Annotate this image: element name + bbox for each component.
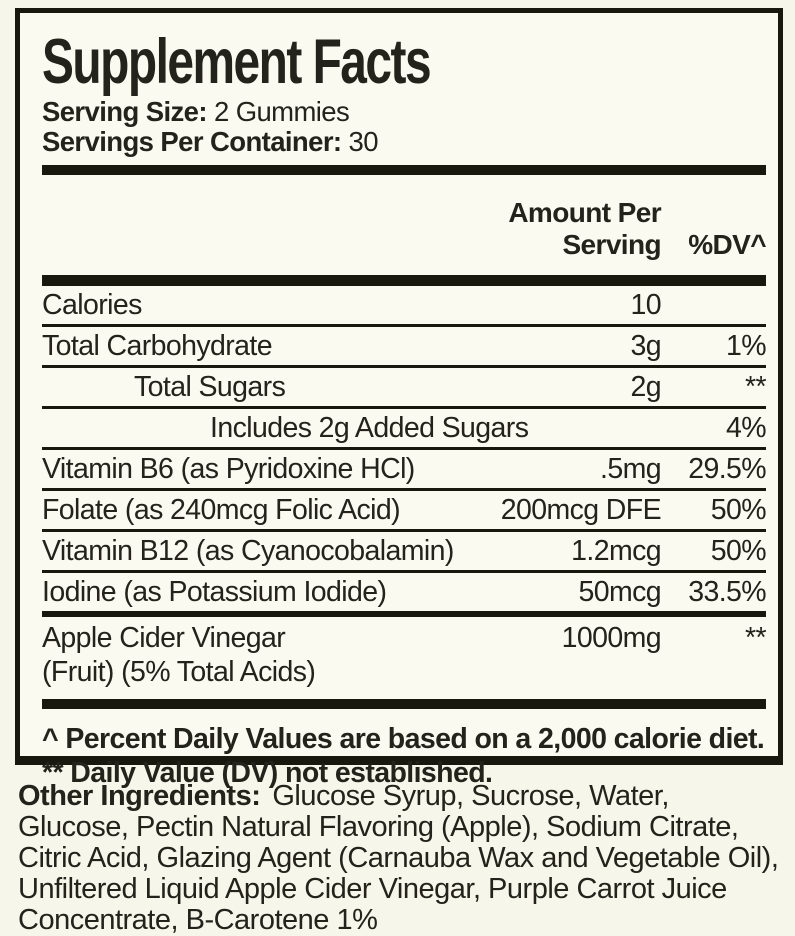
row-dv: 1% <box>726 329 767 362</box>
table-row-folate: Folate (as 240mcg Folic Acid) 200mcg DFE… <box>42 491 767 532</box>
table-row-calories: Calories 10 <box>42 286 766 327</box>
row-amount: 1.2mcg <box>571 534 661 567</box>
row-amount: .5mg <box>600 452 662 485</box>
servings-per-container-label: Servings Per Container: <box>42 125 342 157</box>
serving-size-label: Serving Size: <box>42 95 208 127</box>
servings-per-container-line: Servings Per Container: 30 <box>42 127 766 156</box>
row-dv: ** <box>745 621 767 654</box>
row-label: Iodine (as Potassium Iodide) <box>42 575 387 608</box>
row-amount: 10 <box>630 288 661 321</box>
servings-per-container-value: 30 <box>348 125 379 157</box>
table-row-vitamin-b6: Vitamin B6 (as Pyridoxine HCl) .5mg 29.5… <box>42 450 767 491</box>
footnotes: ^ Percent Daily Values are based on a 2,… <box>42 709 766 790</box>
table-row-total-carbohydrate: Total Carbohydrate 3g 1% <box>42 327 767 368</box>
row-label: Folate (as 240mcg Folic Acid) <box>42 493 401 526</box>
table-row-iodine: Iodine (as Potassium Iodide) 50mcg 33.5% <box>42 573 767 617</box>
other-ingredients-label: Other Ingredients: <box>18 780 261 812</box>
row-amount: 200mcg DFE <box>500 493 662 526</box>
header-dv: %DV^ <box>688 228 766 260</box>
row-label: Total Sugars <box>134 370 286 403</box>
row-dv: 29.5% <box>688 452 766 485</box>
header-amount-per-serving: Amount Per Serving <box>508 196 661 260</box>
divider-thick-top <box>42 164 766 175</box>
divider-thick-bottom <box>42 698 766 709</box>
row-dv: 4% <box>726 411 767 444</box>
other-ingredients-text: Glucose Syrup, Sucrose, Water, Glucose, … <box>18 780 779 936</box>
row-label: Calories <box>42 288 142 321</box>
row-amount: 50mcg <box>578 575 661 608</box>
divider-thick-header <box>42 274 766 286</box>
row-dv: ** <box>745 370 767 403</box>
table-row-vitamin-b12: Vitamin B12 (as Cyanocobalamin) 1.2mcg 5… <box>42 532 767 573</box>
row-dv: 50% <box>710 534 767 567</box>
row-label-line2: (Fruit) (5% Total Acids) <box>42 655 316 688</box>
row-label: Vitamin B12 (as Cyanocobalamin) <box>42 534 454 567</box>
footnote-dv-not-established: ** Daily Value (DV) not established. <box>42 756 493 789</box>
supplement-facts-panel: Supplement Facts Serving Size: 2 Gummies… <box>15 8 783 789</box>
table-row-total-sugars: Total Sugars 2g ** <box>42 368 767 409</box>
table-row-apple-cider-vinegar: Apple Cider Vinegar 1000mg ** (Fruit) (5… <box>42 617 767 699</box>
footnote-daily-values: ^ Percent Daily Values are based on a 2,… <box>42 722 765 755</box>
serving-size-value: 2 Gummies <box>213 95 350 127</box>
row-amount: 2g <box>630 370 661 403</box>
panel-title: Supplement Facts <box>42 27 432 97</box>
row-dv: 33.5% <box>688 575 766 608</box>
table-header: Amount Per Serving %DV^ <box>42 175 766 275</box>
row-amount: 3g <box>630 329 661 362</box>
row-amount: 1000mg <box>561 621 662 654</box>
row-dv: 50% <box>710 493 767 526</box>
row-label: Vitamin B6 (as Pyridoxine HCl) <box>42 452 415 485</box>
row-label: Total Carbohydrate <box>42 329 273 362</box>
serving-size-line: Serving Size: 2 Gummies <box>42 97 766 126</box>
row-label: Includes 2g Added Sugars <box>210 411 529 444</box>
row-label: Apple Cider Vinegar <box>42 621 286 654</box>
table-row-added-sugars: Includes 2g Added Sugars 4% <box>42 409 767 450</box>
other-ingredients: Other Ingredients: Glucose Syrup, Sucrose… <box>18 781 781 936</box>
